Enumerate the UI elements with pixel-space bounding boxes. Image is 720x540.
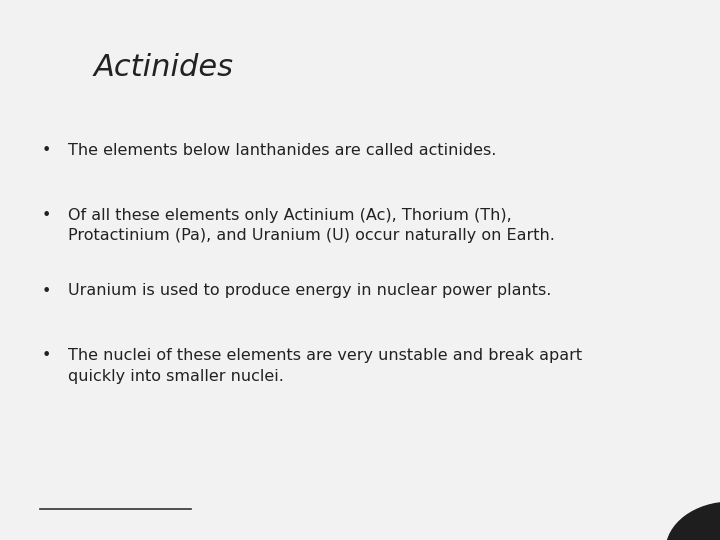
Text: The elements below lanthanides are called actinides.: The elements below lanthanides are calle… bbox=[68, 143, 497, 158]
Text: •: • bbox=[42, 284, 52, 299]
Text: The nuclei of these elements are very unstable and break apart
quickly into smal: The nuclei of these elements are very un… bbox=[68, 348, 582, 384]
Text: •: • bbox=[42, 143, 52, 158]
Text: Of all these elements only Actinium (Ac), Thorium (Th),
Protactinium (Pa), and U: Of all these elements only Actinium (Ac)… bbox=[68, 208, 555, 244]
Text: •: • bbox=[42, 208, 52, 223]
Text: Uranium is used to produce energy in nuclear power plants.: Uranium is used to produce energy in nuc… bbox=[68, 284, 552, 299]
Circle shape bbox=[666, 502, 720, 540]
Text: Actinides: Actinides bbox=[94, 53, 233, 82]
Text: •: • bbox=[42, 348, 52, 363]
